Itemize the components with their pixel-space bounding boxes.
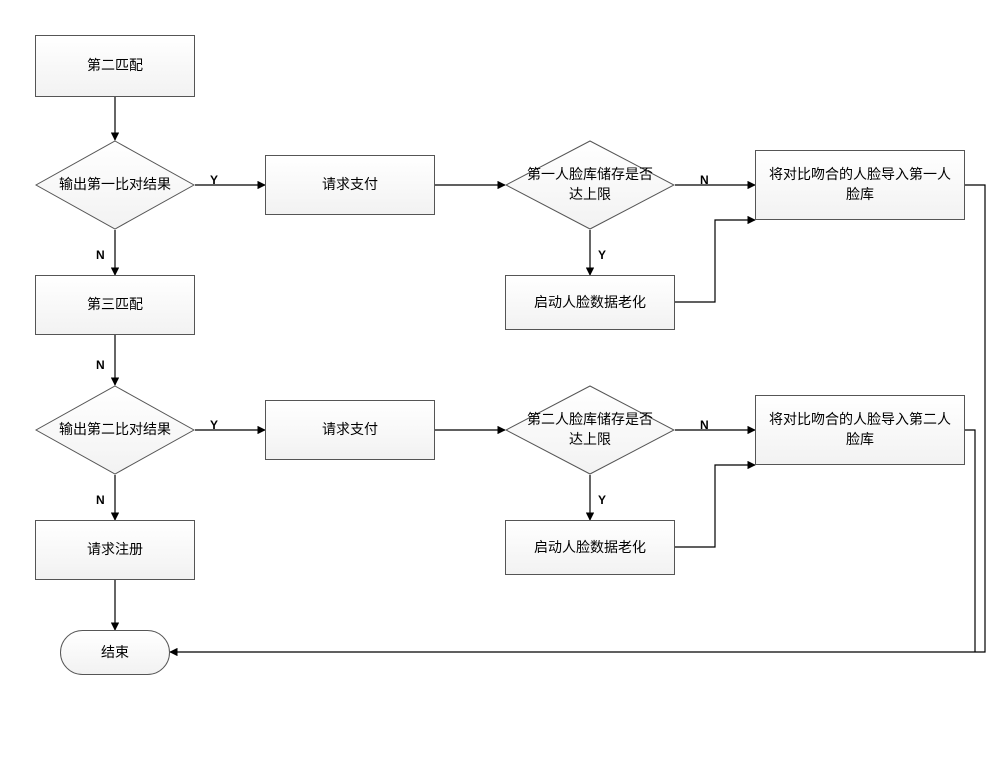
process-n9: 启动人脸数据老化 [505,520,675,575]
edge-n7-end [965,430,975,652]
edge-label-d3-n6: Y [210,418,218,432]
edge-label-d1-n2: Y [210,173,218,187]
decision-label-d2: 第一人脸库储存是否达上限 [505,140,675,230]
edge-label-n4-d3: N [96,358,105,372]
decision-d2: 第一人脸库储存是否达上限 [505,140,675,230]
process-n6: 请求支付 [265,400,435,460]
decision-label-d1: 输出第一比对结果 [35,140,195,230]
process-n8: 请求注册 [35,520,195,580]
process-n1: 第二匹配 [35,35,195,97]
edge-label-d4-n7: N [700,418,709,432]
flowchart-canvas: 第二匹配输出第一比对结果请求支付第一人脸库储存是否达上限将对比吻合的人脸导入第一… [0,0,1000,762]
edge-label-d2-n5: Y [598,248,606,262]
edge-label-d2-n3: N [700,173,709,187]
edge-label-d3-n8: N [96,493,105,507]
process-n7: 将对比吻合的人脸导入第二人脸库 [755,395,965,465]
process-n5: 启动人脸数据老化 [505,275,675,330]
decision-d3: 输出第二比对结果 [35,385,195,475]
process-n3: 将对比吻合的人脸导入第一人脸库 [755,150,965,220]
process-n4: 第三匹配 [35,275,195,335]
terminator-end: 结束 [60,630,170,675]
edge-label-d4-n9: Y [598,493,606,507]
decision-d1: 输出第一比对结果 [35,140,195,230]
decision-label-d4: 第二人脸库储存是否达上限 [505,385,675,475]
decision-d4: 第二人脸库储存是否达上限 [505,385,675,475]
decision-label-d3: 输出第二比对结果 [35,385,195,475]
process-n2: 请求支付 [265,155,435,215]
edge-n9-n7 [675,465,755,547]
edge-n5-n3 [675,220,755,302]
edge-label-d1-n4: N [96,248,105,262]
